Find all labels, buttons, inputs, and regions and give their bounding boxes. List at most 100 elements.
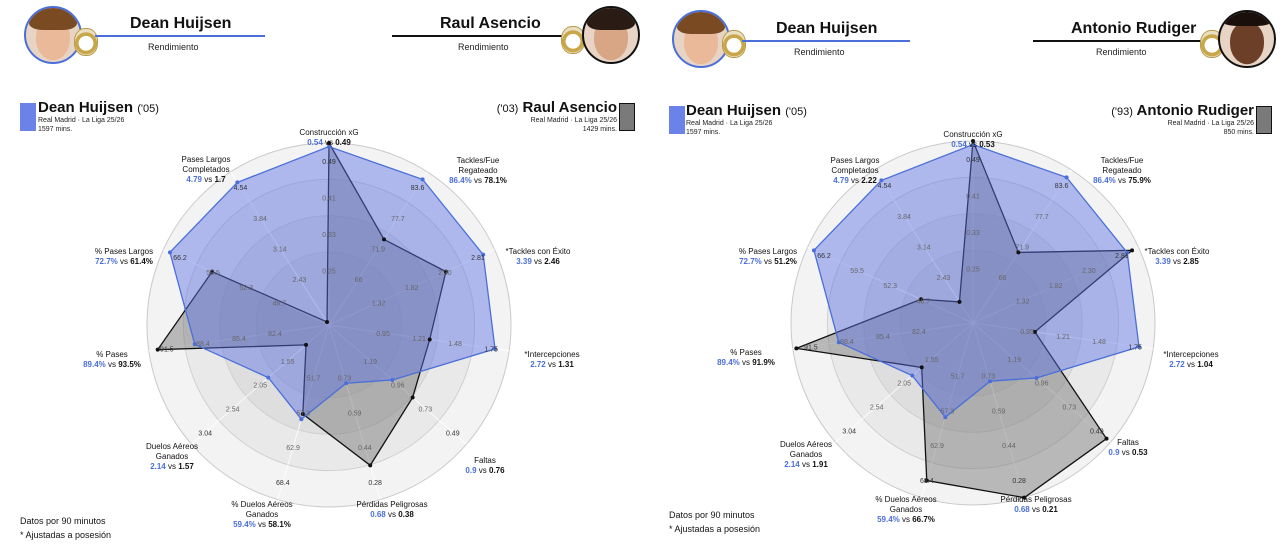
axis-label: Pérdidas Peligrosas 0.68 vs 0.21 — [1000, 495, 1072, 514]
player-b-legend-name: ('03) Raul Asencio — [497, 99, 617, 116]
player-b-color-swatch — [619, 103, 635, 131]
svg-text:1.32: 1.32 — [372, 300, 386, 307]
svg-text:1.75: 1.75 — [484, 346, 498, 353]
svg-text:0.49: 0.49 — [446, 430, 460, 437]
player-b-legend-meta: Real Madrid · La Liga 25/26 1429 mins. — [531, 116, 617, 134]
svg-text:0.28: 0.28 — [1012, 478, 1026, 485]
svg-text:2.05: 2.05 — [253, 383, 267, 390]
footnote-line: Datos por 90 minutos — [20, 516, 106, 526]
svg-text:0.44: 0.44 — [1002, 443, 1016, 450]
axis-label: % Pases 89.4% vs 93.5% — [83, 350, 141, 369]
player-a-avatar — [672, 10, 730, 68]
axis-label: *Intercepciones 2.72 vs 1.04 — [1163, 350, 1219, 369]
svg-text:0.49: 0.49 — [966, 157, 980, 164]
axis-label: Duelos Aéreos Ganados 2.14 vs 1.57 — [145, 442, 199, 471]
svg-text:51.7: 51.7 — [307, 375, 321, 382]
player-b-header-subtitle: Rendimiento — [458, 42, 509, 52]
svg-text:0.96: 0.96 — [1035, 381, 1049, 388]
svg-text:0.73: 0.73 — [982, 373, 996, 380]
player-a-header-name: Dean Huijsen — [776, 20, 878, 37]
legend-team: Real Madrid · La Liga 25/26 — [1167, 120, 1254, 127]
legend-name-text: Dean Huijsen — [686, 102, 782, 119]
svg-text:1.82: 1.82 — [405, 285, 419, 292]
svg-text:2.43: 2.43 — [937, 275, 951, 282]
legend-minutes: 850 mins. — [1223, 129, 1254, 136]
hair-shape — [1223, 12, 1271, 26]
player-b-header-name: Antonio Rudiger — [1071, 20, 1197, 37]
svg-text:88.4: 88.4 — [840, 339, 854, 346]
header-divider — [392, 35, 567, 37]
svg-text:62.9: 62.9 — [286, 445, 300, 452]
axis-label: % Pases 89.4% vs 91.9% — [717, 348, 775, 367]
svg-text:0.44: 0.44 — [358, 445, 372, 452]
legend-name-text: Raul Asencio — [522, 99, 617, 116]
player-a-header-subtitle: Rendimiento — [148, 42, 199, 52]
footnote-line: * Ajustadas a posesión — [669, 524, 761, 534]
axis-label: % Duelos Aéreos Ganados 59.4% vs 58.1% — [231, 500, 293, 529]
hair-shape — [587, 8, 635, 30]
svg-text:4.54: 4.54 — [878, 183, 892, 190]
svg-text:0.41: 0.41 — [966, 194, 980, 201]
player-a-header-name: Dean Huijsen — [130, 15, 232, 32]
svg-text:0.41: 0.41 — [322, 196, 336, 203]
axis-label: *Tackles con Éxito 3.39 vs 2.46 — [505, 247, 571, 266]
svg-text:77.7: 77.7 — [391, 216, 405, 223]
header-divider — [742, 40, 910, 42]
real-madrid-crest-icon — [74, 28, 98, 56]
svg-text:2.05: 2.05 — [897, 381, 911, 388]
svg-text:3.04: 3.04 — [198, 430, 212, 437]
header-divider — [1033, 40, 1208, 42]
svg-text:71.9: 71.9 — [1015, 244, 1029, 251]
svg-text:0.25: 0.25 — [966, 266, 980, 273]
legend-team: Real Madrid · La Liga 25/26 — [686, 120, 773, 127]
radar-chart: 0.25 0.33 0.41 0.49 66 71.9 77.7 83.6 1.32 1.82 2.… — [146, 140, 512, 508]
legend-minutes: 1597 mins. — [38, 126, 73, 133]
footnote-line: Datos por 90 minutos — [669, 510, 755, 520]
svg-text:1.55: 1.55 — [925, 357, 939, 364]
legend-year: ('05) — [137, 103, 159, 115]
svg-text:0.73: 0.73 — [1062, 404, 1076, 411]
player-b-header-subtitle: Rendimiento — [1096, 47, 1147, 57]
player-a-avatar — [24, 6, 82, 64]
svg-text:66: 66 — [999, 275, 1007, 282]
axis-label: Tackles/Fue Regateado 86.4% vs 78.1% — [449, 156, 507, 185]
svg-text:52.3: 52.3 — [883, 283, 897, 290]
svg-text:0.49: 0.49 — [322, 159, 336, 166]
svg-text:0.73: 0.73 — [338, 375, 352, 382]
real-madrid-crest-icon — [722, 30, 746, 58]
svg-text:88.4: 88.4 — [196, 341, 210, 348]
svg-text:46.7: 46.7 — [917, 298, 931, 305]
svg-text:59.5: 59.5 — [206, 270, 220, 277]
player-a-legend-meta: Real Madrid · La Liga 25/26 1597 mins. — [686, 119, 772, 137]
svg-text:68.4: 68.4 — [920, 478, 934, 485]
axis-label: Construcción xG 0.54 vs 0.49 — [299, 128, 359, 147]
svg-text:4.54: 4.54 — [234, 185, 248, 192]
svg-text:68.4: 68.4 — [276, 480, 290, 487]
svg-text:0.33: 0.33 — [322, 232, 336, 239]
svg-text:46.7: 46.7 — [273, 300, 287, 307]
svg-text:77.7: 77.7 — [1035, 214, 1049, 221]
svg-text:2.30: 2.30 — [438, 270, 452, 277]
svg-text:57.3: 57.3 — [941, 408, 955, 415]
svg-text:3.84: 3.84 — [897, 214, 911, 221]
axis-label: Tackles/Fue Regateado 86.4% vs 75.9% — [1093, 156, 1151, 185]
player-b-legend-meta: Real Madrid · La Liga 25/26 850 mins. — [1168, 119, 1254, 137]
svg-text:2.54: 2.54 — [226, 406, 240, 413]
legend-team: Real Madrid · La Liga 25/26 — [38, 117, 125, 124]
axis-label: % Pases Largos 72.7% vs 61.4% — [94, 247, 154, 266]
svg-text:51.7: 51.7 — [951, 373, 965, 380]
svg-text:66.2: 66.2 — [173, 255, 187, 262]
axis-label: % Duelos Aéreos Ganados 59.4% vs 66.7% — [875, 495, 937, 524]
legend-minutes: 1429 mins. — [582, 126, 617, 133]
footnote-line: * Ajustadas a posesión — [20, 530, 112, 540]
legend-team: Real Madrid · La Liga 25/26 — [530, 117, 617, 124]
svg-text:83.6: 83.6 — [411, 185, 425, 192]
svg-text:3.04: 3.04 — [842, 428, 856, 435]
svg-text:0.59: 0.59 — [348, 410, 362, 417]
svg-text:0.33: 0.33 — [966, 230, 980, 237]
svg-text:1.32: 1.32 — [1016, 298, 1030, 305]
legend-name-text: Antonio Rudiger — [1136, 102, 1254, 119]
legend-year: ('93) — [1111, 106, 1133, 118]
svg-text:66.2: 66.2 — [817, 253, 831, 260]
svg-text:91.5: 91.5 — [160, 346, 174, 353]
